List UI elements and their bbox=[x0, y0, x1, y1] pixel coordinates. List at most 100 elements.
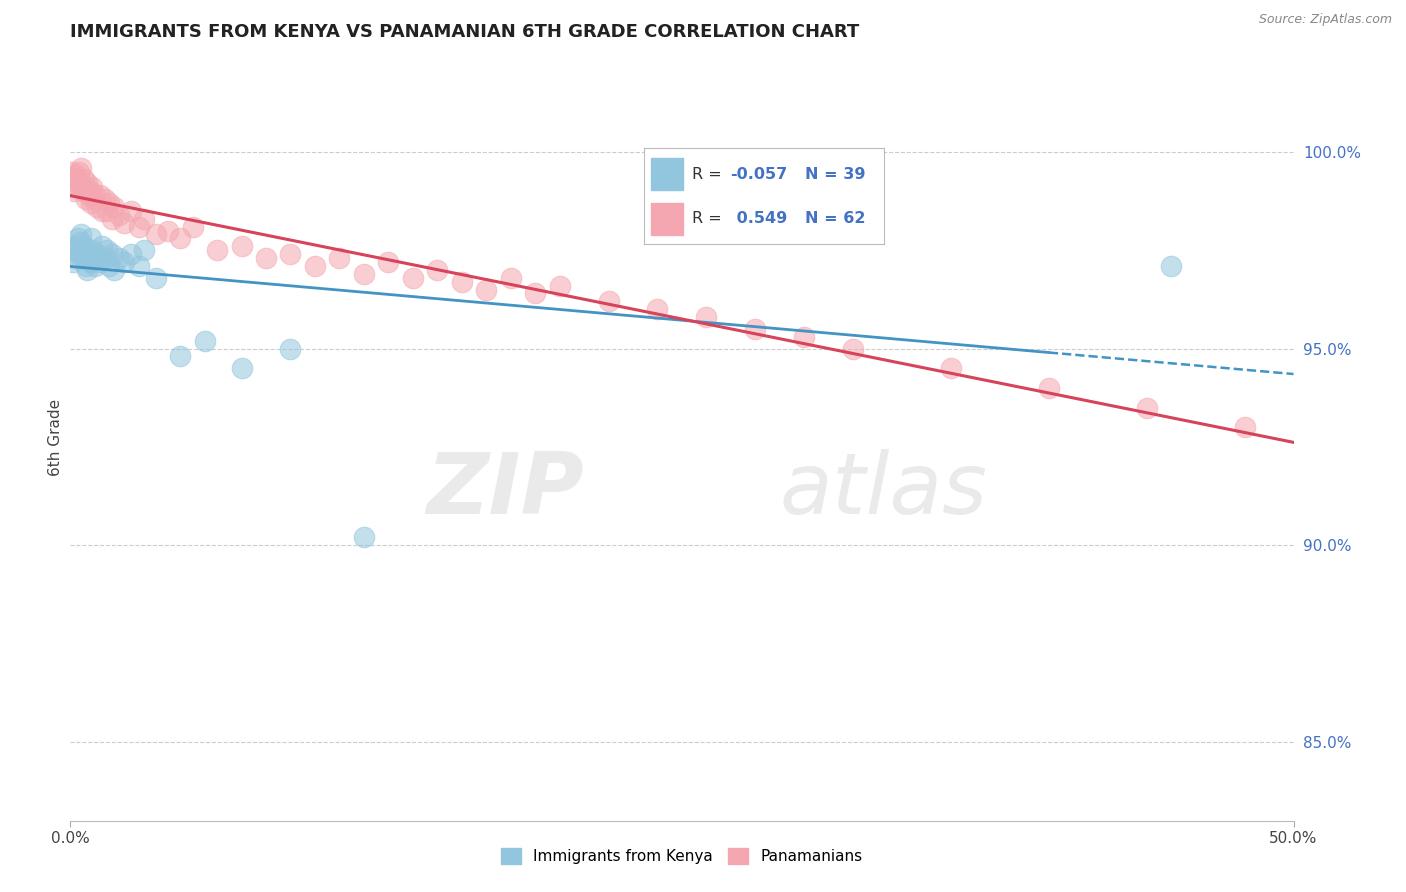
Point bbox=[98, 196, 121, 211]
Point bbox=[280, 342, 302, 356]
Point bbox=[73, 251, 96, 265]
Point bbox=[194, 334, 217, 348]
Point bbox=[598, 294, 620, 309]
Point bbox=[80, 196, 103, 211]
Point bbox=[76, 177, 98, 191]
Point bbox=[499, 270, 522, 285]
Point bbox=[63, 239, 86, 253]
Text: IMMIGRANTS FROM KENYA VS PANAMANIAN 6TH GRADE CORRELATION CHART: IMMIGRANTS FROM KENYA VS PANAMANIAN 6TH … bbox=[70, 23, 859, 41]
Point bbox=[157, 223, 180, 237]
Point bbox=[377, 255, 399, 269]
Point bbox=[304, 259, 326, 273]
Point bbox=[205, 244, 228, 258]
Point bbox=[132, 211, 155, 226]
Point bbox=[63, 172, 86, 186]
Point bbox=[548, 278, 571, 293]
Point bbox=[524, 286, 547, 301]
Point bbox=[73, 172, 96, 186]
Point bbox=[169, 350, 191, 364]
Point bbox=[86, 247, 108, 261]
Point bbox=[65, 169, 87, 183]
Point bbox=[83, 251, 105, 265]
Text: R =: R = bbox=[692, 211, 727, 226]
Point bbox=[101, 247, 124, 261]
Point bbox=[280, 247, 302, 261]
Point bbox=[63, 184, 86, 198]
Point bbox=[82, 180, 104, 194]
Point bbox=[67, 164, 90, 178]
Point bbox=[70, 227, 93, 242]
Point bbox=[79, 184, 101, 198]
Point bbox=[69, 235, 91, 250]
Point bbox=[231, 239, 253, 253]
Point bbox=[91, 203, 114, 218]
Point bbox=[128, 219, 150, 234]
Point bbox=[647, 302, 669, 317]
Point bbox=[112, 255, 135, 269]
Text: N = 39: N = 39 bbox=[804, 167, 866, 182]
Point bbox=[353, 530, 375, 544]
Point bbox=[62, 255, 84, 269]
Point bbox=[231, 361, 253, 376]
Point bbox=[145, 227, 167, 242]
Point bbox=[108, 208, 131, 222]
Text: atlas: atlas bbox=[780, 450, 988, 533]
Legend: Immigrants from Kenya, Panamanians: Immigrants from Kenya, Panamanians bbox=[495, 842, 869, 871]
Point bbox=[128, 259, 150, 273]
FancyBboxPatch shape bbox=[651, 158, 683, 190]
Point bbox=[121, 203, 143, 218]
Point bbox=[695, 310, 717, 324]
Point bbox=[86, 200, 108, 214]
Point bbox=[181, 219, 204, 234]
Point bbox=[69, 177, 91, 191]
Point bbox=[1233, 420, 1256, 434]
Text: R =: R = bbox=[692, 167, 727, 182]
Point bbox=[72, 244, 94, 258]
Point bbox=[63, 244, 86, 258]
Point bbox=[132, 244, 155, 258]
Point bbox=[103, 263, 125, 277]
Text: Source: ZipAtlas.com: Source: ZipAtlas.com bbox=[1258, 13, 1392, 27]
Point bbox=[426, 263, 449, 277]
Point bbox=[75, 192, 97, 206]
Point bbox=[98, 259, 121, 273]
Point bbox=[744, 322, 766, 336]
Point bbox=[83, 188, 105, 202]
Point bbox=[67, 247, 90, 261]
Point bbox=[254, 251, 277, 265]
Point bbox=[402, 270, 425, 285]
Text: N = 62: N = 62 bbox=[804, 211, 866, 226]
Point bbox=[121, 247, 143, 261]
Point bbox=[79, 255, 101, 269]
FancyBboxPatch shape bbox=[651, 203, 683, 235]
Text: -0.057: -0.057 bbox=[731, 167, 787, 182]
Point bbox=[939, 361, 962, 376]
Point bbox=[77, 247, 100, 261]
Point bbox=[91, 239, 114, 253]
Point bbox=[72, 184, 94, 198]
Point bbox=[73, 180, 96, 194]
Point bbox=[353, 267, 375, 281]
Point bbox=[145, 270, 167, 285]
Point bbox=[73, 239, 96, 253]
Point bbox=[70, 161, 93, 175]
Point bbox=[96, 244, 118, 258]
Point bbox=[89, 188, 111, 202]
Point bbox=[77, 188, 100, 202]
Point bbox=[842, 342, 865, 356]
Point bbox=[450, 275, 472, 289]
Point bbox=[93, 192, 115, 206]
Point bbox=[101, 211, 124, 226]
Point bbox=[1160, 259, 1182, 273]
Point bbox=[112, 216, 135, 230]
Point bbox=[76, 263, 98, 277]
Text: 0.549: 0.549 bbox=[731, 211, 787, 226]
Point bbox=[328, 251, 350, 265]
Point bbox=[60, 164, 83, 178]
Point bbox=[82, 244, 104, 258]
Point bbox=[66, 180, 89, 194]
Text: ZIP: ZIP bbox=[426, 450, 583, 533]
Point bbox=[93, 251, 115, 265]
Point bbox=[169, 231, 191, 245]
Point bbox=[1136, 401, 1159, 415]
